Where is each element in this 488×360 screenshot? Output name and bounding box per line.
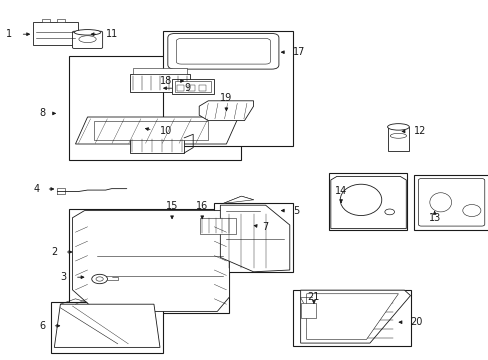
Ellipse shape — [340, 184, 381, 216]
Bar — [69, 209, 229, 313]
Bar — [177, 85, 184, 91]
Bar — [387, 127, 408, 151]
FancyBboxPatch shape — [176, 39, 270, 64]
Text: 20: 20 — [410, 317, 422, 327]
Text: 17: 17 — [292, 47, 305, 57]
Ellipse shape — [389, 134, 406, 138]
Text: 2: 2 — [51, 247, 57, 257]
Bar — [200, 218, 236, 234]
Polygon shape — [199, 101, 253, 121]
Text: 5: 5 — [292, 206, 299, 216]
Polygon shape — [72, 211, 229, 311]
Circle shape — [92, 274, 107, 284]
Text: 16: 16 — [196, 201, 208, 211]
Bar — [163, 31, 292, 146]
Bar — [57, 19, 64, 22]
Bar — [33, 22, 78, 45]
FancyBboxPatch shape — [72, 31, 102, 49]
Polygon shape — [160, 212, 205, 232]
Bar — [198, 85, 205, 91]
Text: 4: 4 — [33, 184, 39, 194]
Circle shape — [96, 277, 103, 281]
Bar — [196, 216, 239, 236]
FancyBboxPatch shape — [133, 68, 187, 74]
Polygon shape — [54, 304, 160, 347]
Text: 8: 8 — [39, 108, 45, 118]
Polygon shape — [75, 117, 238, 144]
Bar — [292, 290, 410, 346]
Polygon shape — [306, 294, 398, 339]
Bar — [214, 203, 292, 272]
Bar — [129, 138, 184, 153]
FancyBboxPatch shape — [167, 33, 278, 69]
Text: 21: 21 — [307, 292, 320, 302]
Text: 6: 6 — [39, 321, 45, 331]
Bar — [175, 81, 211, 92]
Text: 15: 15 — [165, 201, 178, 211]
Bar — [129, 74, 190, 92]
Bar — [187, 85, 195, 91]
Text: 3: 3 — [60, 272, 66, 282]
Ellipse shape — [462, 204, 480, 217]
Text: 10: 10 — [160, 126, 172, 136]
Text: 19: 19 — [220, 93, 232, 103]
Polygon shape — [223, 196, 253, 203]
Text: 14: 14 — [334, 186, 346, 196]
Polygon shape — [330, 176, 406, 229]
Polygon shape — [300, 290, 410, 343]
Text: 18: 18 — [160, 76, 172, 86]
Bar — [69, 56, 241, 160]
Ellipse shape — [74, 30, 101, 35]
Polygon shape — [220, 205, 289, 272]
Bar — [413, 175, 488, 230]
Bar — [328, 173, 407, 230]
Text: 12: 12 — [413, 126, 425, 136]
Bar — [42, 19, 49, 22]
Ellipse shape — [429, 193, 450, 212]
Text: 13: 13 — [427, 213, 440, 223]
Ellipse shape — [387, 124, 408, 130]
Text: 7: 7 — [262, 222, 268, 232]
Text: 11: 11 — [105, 29, 118, 39]
Ellipse shape — [79, 36, 96, 42]
Bar — [93, 121, 208, 140]
FancyBboxPatch shape — [418, 179, 484, 226]
Bar — [172, 79, 214, 94]
Bar — [300, 303, 315, 318]
Bar — [51, 302, 163, 353]
Text: 9: 9 — [184, 83, 190, 93]
Circle shape — [384, 209, 394, 215]
Text: 1: 1 — [6, 29, 12, 39]
